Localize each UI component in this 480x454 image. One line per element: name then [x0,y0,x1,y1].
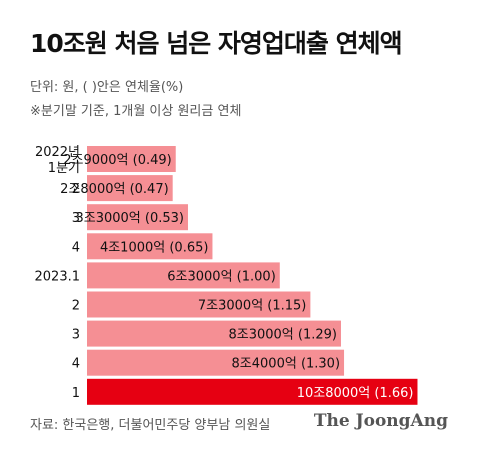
bar-value-label: 2조9000억 (0.49) [63,153,172,168]
category-label: 2 [72,182,80,197]
category-label: 4 [72,357,80,372]
bar [87,175,173,202]
bar-value-label: 7조3000억 (1.15) [198,299,307,314]
category-label: 3 [72,211,80,226]
chart-title: 10조원 처음 넘은 자영업대출 연체액 [30,29,403,58]
bar-highlight [87,378,418,405]
bar [87,146,176,172]
category-label: 1 [72,386,80,401]
bar [87,349,345,376]
category-label: 3 [72,328,80,343]
bar-value-label: 4조1000억 (0.65) [100,240,209,255]
bar-value-label: 2조8000억 (0.47) [60,182,169,197]
bar-value-label: 10조8000억 (1.66) [297,386,414,401]
basis-note: ※분기말 기준, 1개월 이상 원리금 연체 [30,104,242,119]
bar-value-label: 6조3000억 (1.00) [167,269,276,284]
bar [87,262,280,289]
bar [87,291,311,318]
category-label: 4 [72,240,80,255]
bar [87,320,341,347]
bar [87,233,213,260]
bar-value-label: 8조3000억 (1.29) [228,328,337,343]
category-label: 2022년 [35,145,80,160]
publisher-logo: The JoongAng [313,411,448,431]
category-label: 1분기 [48,161,80,176]
bar [87,204,188,231]
category-label: 2023.1 [35,269,81,284]
unit-note: 단위: 원, ( )안은 연체율(%) [30,80,184,95]
source-note: 자료: 한국은행, 더불어민주당 양부남 의원실 [30,418,271,433]
bar-value-label: 3조3000억 (0.53) [75,211,184,226]
bar-value-label: 8조4000억 (1.30) [232,357,341,372]
category-label: 2 [72,299,80,314]
